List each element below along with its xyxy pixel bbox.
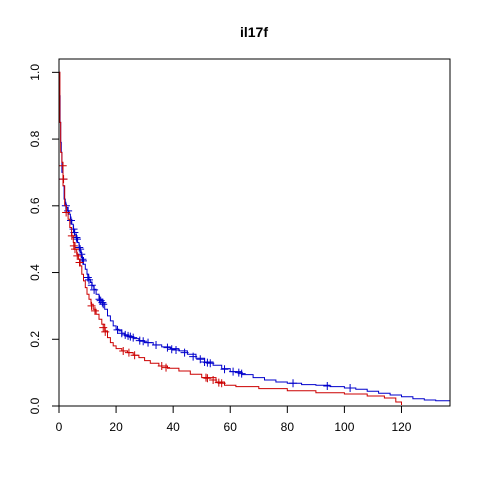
x-tick-label: 0 [56,420,63,434]
censor-mark-1 [124,348,133,357]
censor-mark-0 [237,369,246,378]
censor-mark-0 [99,300,108,309]
censor-mark-0 [117,329,126,338]
y-tick-label: 0.6 [28,197,42,214]
censor-mark-0 [84,275,93,284]
chart-title: il17f [240,24,268,40]
censor-mark-0 [72,235,81,244]
censor-mark-0 [129,333,138,342]
censor-mark-0 [98,298,107,307]
censor-mark-0 [180,348,189,357]
censor-mark-1 [157,361,166,370]
censor-mark-0 [139,337,148,346]
y-tick-label: 0.4 [28,264,42,281]
censor-mark-0 [229,367,238,376]
censor-mark-1 [69,241,78,250]
censor-mark-1 [75,258,84,267]
x-axis: 0 20 40 60 80 100 120 [56,406,412,434]
censor-mark-0 [135,336,144,345]
censor-mark-1 [62,208,71,217]
censor-mark-1 [58,161,67,170]
x-tick-label: 20 [109,420,123,434]
censor-mark-1 [209,375,218,384]
censor-mark-0 [167,345,176,354]
censor-mark-0 [323,381,332,390]
censor-mark-0 [163,343,172,352]
censor-mark-0 [152,340,161,349]
censor-mark-0 [75,243,84,252]
censor-mark-1 [130,351,139,360]
y-tick-label: 1.0 [28,64,42,81]
censor-mark-0 [206,359,215,368]
censor-mark-1 [73,251,82,260]
censor-mark-1 [87,301,96,310]
censor-mark-0 [113,325,122,334]
censor-mark-0 [90,285,99,294]
x-tick-label: 60 [224,420,238,434]
censor-mark-0 [144,338,153,347]
censor-mark-1 [90,306,99,315]
x-tick-label: 120 [391,420,411,434]
censor-mark-1 [217,379,226,388]
censor-mark-0 [69,225,78,234]
censor-mark-1 [99,323,108,332]
censor-mark-0 [196,355,205,364]
censor-mark-1 [70,245,79,254]
censor-mark-1 [101,327,110,336]
censor-mark-1 [119,346,128,355]
censor-mark-0 [189,352,198,361]
censor-mark-0 [220,365,229,374]
plot-frame [58,58,451,407]
censor-mark-0 [87,281,96,290]
survival-curve-0 [59,71,450,402]
y-tick-label: 0.2 [28,331,42,348]
censor-mark-0 [66,216,75,225]
y-tick-label: 0.8 [28,130,42,147]
survival-curve-1 [59,71,402,405]
x-tick-label: 80 [281,420,295,434]
y-axis: 0.0 0.2 0.4 0.6 0.8 1.0 [28,64,59,414]
x-tick-label: 40 [166,420,180,434]
censor-mark-1 [59,175,68,184]
x-tick-label: 100 [334,420,354,434]
censor-mark-1 [201,373,210,382]
series-layer [58,71,450,405]
censor-mark-1 [67,231,76,240]
censor-mark-0 [172,345,181,354]
censor-mark-0 [346,383,355,392]
y-tick-label: 0.0 [28,397,42,414]
censor-mark-1 [203,374,212,383]
censor-mark-1 [162,363,171,372]
censor-mark-0 [289,379,298,388]
